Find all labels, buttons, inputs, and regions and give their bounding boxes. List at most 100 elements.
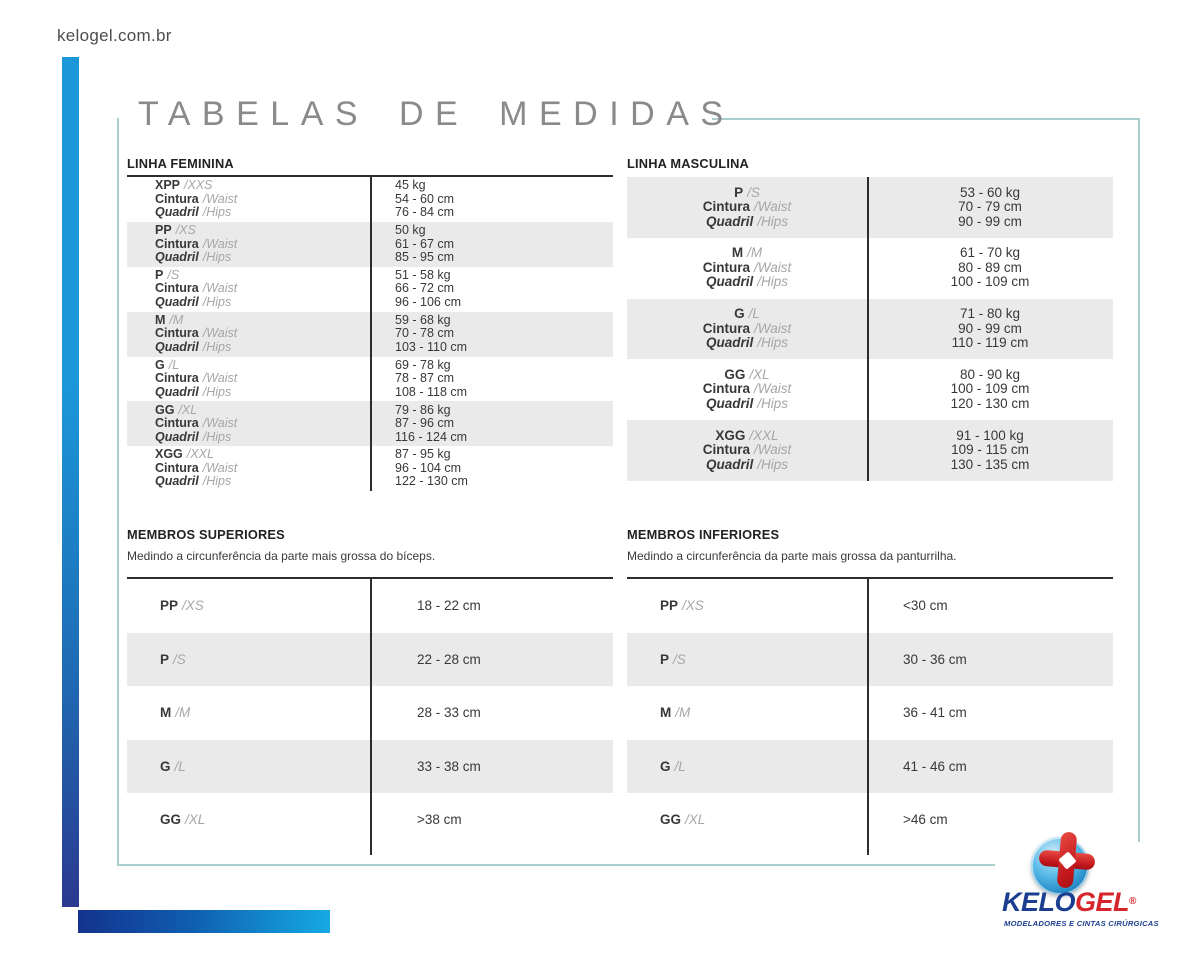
left-accent-bar [62,57,79,907]
measure-value: <30 cm [903,598,948,614]
size-label: G/L [734,306,760,322]
weight-value: 51 - 58 kg [395,267,451,282]
size-row: GG/XL >46 cm [627,793,1113,847]
size-values: 53 - 60 kg 70 - 79 cm 90 - 99 cm [867,184,1113,230]
measure-value: 36 - 41 cm [903,705,967,721]
waist-label: Cintura/Waist [155,460,238,475]
size-label: GG/XL [660,812,706,828]
size-labels: GG/XL Cintura/Waist Quadril/Hips [127,402,370,445]
waist-value: 90 - 99 cm [958,320,1022,336]
membros-superiores-table: MEMBROS SUPERIORES Medindo a circunferên… [127,527,613,855]
size-labels: G/L Cintura/Waist Quadril/Hips [127,357,370,400]
size-values: 69 - 78 kg 78 - 87 cm 108 - 118 cm [370,358,613,400]
column-divider [867,177,869,481]
measure-value: >38 cm [417,812,462,828]
size-row: G/L Cintura/Waist Quadril/Hips 71 - 80 k… [627,298,1113,360]
size-values: 79 - 86 kg 87 - 96 cm 116 - 124 cm [370,403,613,445]
size-row: XGG/XXL Cintura/Waist Quadril/Hips 87 - … [127,446,613,491]
size-labels: G/L Cintura/Waist Quadril/Hips [627,306,867,351]
size-values: 80 - 90 kg 100 - 109 cm 120 - 130 cm [867,366,1113,412]
waist-value: 54 - 60 cm [395,191,455,206]
size-label: M/M [160,705,191,721]
weight-value: 59 - 68 kg [395,312,451,327]
weight-value: 71 - 80 kg [959,306,1021,322]
size-label: XGG/XXL [715,427,779,443]
table-rows: XPP/XXS Cintura/Waist Quadril/Hips 45 kg… [127,177,613,492]
hips-label: Quadril/Hips [155,339,232,354]
section-header: MEMBROS INFERIORES [627,527,780,542]
size-label: XGG/XXL [155,447,214,462]
weight-value: 80 - 90 kg [959,366,1021,382]
kelogel-logo: KELOGEL® MODELADORES E CINTAS CIRÚRGICAS [1000,830,1165,940]
waist-value: 78 - 87 cm [395,371,455,386]
size-values: 61 - 70 kg 80 - 89 cm 100 - 109 cm [867,246,1113,290]
weight-value: 45 kg [395,178,426,193]
size-label: PP/XS [160,598,204,614]
waist-value: 80 - 89 cm [958,259,1022,275]
size-labels: GG/XL Cintura/Waist Quadril/Hips [627,366,867,412]
waist-label: Cintura/Waist [702,381,792,397]
waist-value: 100 - 109 cm [950,381,1030,397]
hips-value: 103 - 110 cm [395,339,468,354]
hips-value: 122 - 130 cm [395,474,468,489]
waist-label: Cintura/Waist [155,371,238,386]
size-label: M/M [660,705,691,721]
linha-masculina-table: LINHA MASCULINA P/S Cintura/Waist Quadri… [627,156,1113,481]
size-label: G/L [155,357,180,372]
size-label: P/S [155,267,180,282]
waist-label: Cintura/Waist [702,259,792,275]
weight-value: 87 - 95 kg [395,447,451,462]
size-label: PP/XS [660,598,704,614]
measure-value: >46 cm [903,812,948,828]
waist-label: Cintura/Waist [702,199,792,215]
size-row: P/S Cintura/Waist Quadril/Hips 53 - 60 k… [627,177,1113,238]
waist-label: Cintura/Waist [702,442,792,458]
table-rows: PP/XS <30 cm P/S 30 - 36 cm M/M 36 - 41 … [627,577,1113,855]
size-row: XGG/XXL Cintura/Waist Quadril/Hips 91 - … [627,420,1113,481]
linha-feminina-table: LINHA FEMININA XPP/XXS Cintura/Waist Qua… [127,156,613,492]
size-row: PP/XS <30 cm [627,579,1113,633]
size-row: PP/XS 18 - 22 cm [127,579,613,633]
hips-label: Quadril/Hips [155,474,232,489]
hips-label: Quadril/Hips [155,429,232,444]
bottom-accent-bar [78,910,330,933]
size-row: M/M Cintura/Waist Quadril/Hips 61 - 70 k… [627,238,1113,299]
weight-value: 53 - 60 kg [959,184,1021,200]
size-label: GG/XL [160,812,206,828]
membros-inferiores-table: MEMBROS INFERIORES Medindo a circunferên… [627,527,1113,855]
size-label: GG/XL [155,402,198,417]
section-header: MEMBROS SUPERIORES [127,527,285,542]
size-labels: XPP/XXS Cintura/Waist Quadril/Hips [127,178,370,220]
section-description: Medindo a circunferência da parte mais g… [127,549,436,563]
logo-tagline: MODELADORES E CINTAS CIRÚRGICAS [1004,919,1159,928]
size-label: M/M [731,245,763,261]
waist-value: 96 - 104 cm [395,460,462,475]
waist-value: 70 - 78 cm [395,326,455,341]
hips-value: 130 - 135 cm [950,456,1030,472]
size-values: 91 - 100 kg 109 - 115 cm 130 - 135 cm [867,428,1113,473]
waist-label: Cintura/Waist [155,236,238,251]
measure-value: 18 - 22 cm [417,598,481,614]
size-label: XPP/XXS [155,178,213,193]
size-values: 87 - 95 kg 96 - 104 cm 122 - 130 cm [370,448,613,489]
size-label: M/M [155,312,184,327]
waist-label: Cintura/Waist [155,326,238,341]
measure-value: 33 - 38 cm [417,758,481,774]
hips-value: 76 - 84 cm [395,205,455,220]
section-description: Medindo a circunferência da parte mais g… [627,549,957,563]
hips-value: 110 - 119 cm [951,335,1029,351]
hips-label: Quadril/Hips [155,294,232,309]
size-row: G/L 41 - 46 cm [627,739,1113,793]
size-row: GG/XL Cintura/Waist Quadril/Hips 80 - 90… [627,359,1113,420]
size-row: P/S Cintura/Waist Quadril/Hips 51 - 58 k… [127,267,613,312]
waist-label: Cintura/Waist [702,320,792,336]
size-label: GG/XL [724,366,770,382]
size-row: GG/XL >38 cm [127,793,613,847]
size-label: G/L [660,758,686,774]
section-header: LINHA MASCULINA [627,156,749,171]
hips-value: 90 - 99 cm [958,213,1022,229]
hips-value: 108 - 118 cm [395,384,468,399]
size-label: PP/XS [155,223,196,238]
hips-value: 116 - 124 cm [395,429,468,444]
hips-value: 120 - 130 cm [950,396,1030,412]
